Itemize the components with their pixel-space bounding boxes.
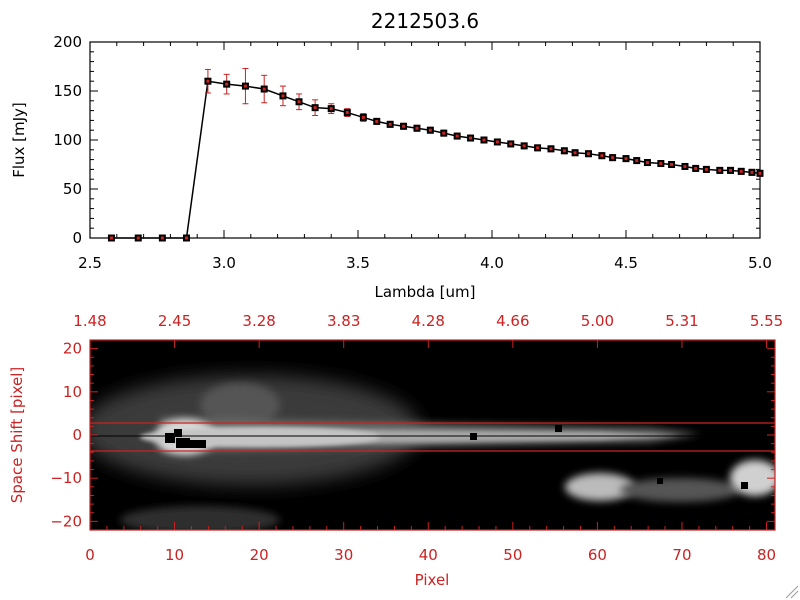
image-x-tick-label: 60 [588, 546, 607, 564]
image-x-label: Pixel [415, 571, 450, 589]
spectrum-x-tick-label: 3.0 [212, 254, 236, 272]
data-point-core [243, 84, 247, 88]
image-top-tick-label: 5.31 [665, 312, 698, 330]
spectrum-y-tick-label: 50 [63, 180, 82, 198]
chart-title: 2212503.6 [371, 9, 479, 33]
data-point-core [297, 100, 301, 104]
data-point-core [361, 115, 365, 119]
spectrum-series [107, 67, 764, 242]
data-point-core [645, 161, 649, 165]
image-top-tick-label: 4.66 [496, 312, 529, 330]
data-point-core [206, 79, 210, 83]
data-point-core [635, 159, 639, 163]
image-top-tick-label: 4.28 [412, 312, 445, 330]
data-point-core [586, 152, 590, 156]
image-x-tick-label: 50 [503, 546, 522, 564]
data-point-core [455, 134, 459, 138]
spectral-image [90, 340, 775, 530]
spectrum-y-tick-label: 200 [53, 33, 82, 51]
spectrum-y-ticks: 0 50 100 150 200 [53, 33, 760, 247]
spectrum-y-tick-label: 100 [53, 131, 82, 149]
data-point-core [136, 236, 140, 240]
image-top-tick-label: 5.00 [581, 312, 614, 330]
data-point-core [442, 131, 446, 135]
image-y-tick-label: 10 [63, 383, 82, 401]
spectrum-x-ticks: 2.5 3.0 3.5 4.0 4.5 5.0 [78, 42, 772, 272]
data-point-core [704, 167, 708, 171]
data-point-core [670, 163, 674, 166]
image-y-tick-label: −20 [50, 512, 82, 530]
data-point-core [329, 107, 333, 111]
data-point-core [562, 149, 566, 153]
image-top-tick-label: 2.45 [158, 312, 191, 330]
image-x-tick-label: 30 [334, 546, 353, 564]
data-point-core [402, 124, 406, 128]
data-point-core [313, 106, 317, 110]
data-point-core [388, 122, 392, 126]
data-point-core [536, 146, 540, 150]
data-point-core [160, 236, 164, 240]
image-x-tick-label: 0 [85, 546, 95, 564]
data-point-core [375, 119, 379, 123]
spectrum-x-tick-label: 5.0 [748, 254, 772, 272]
data-point-core [509, 142, 513, 146]
spectrum-x-tick-label: 4.0 [480, 254, 504, 272]
image-top-ticks: 1.48 2.45 3.28 3.83 4.28 4.66 5.00 5.31 5.55 [73, 312, 783, 348]
data-point-core [495, 140, 499, 144]
data-point-core [345, 111, 349, 115]
data-point-core [683, 164, 687, 168]
data-point-core [549, 147, 553, 151]
image-x-tick-label: 20 [250, 546, 269, 564]
image-y-ticks: −20 −10 0 10 20 [50, 339, 775, 531]
image-y-tick-label: −10 [50, 469, 82, 487]
data-point-core [415, 126, 419, 130]
data-point-core [624, 157, 628, 161]
image-y-label: Space Shift [pixel] [8, 367, 26, 504]
image-plot: 0 10 20 30 40 50 60 70 80 −20 −10 0 10 20 1.48 2.45 3.… [8, 312, 783, 589]
data-point-core [262, 87, 266, 91]
data-point-core [428, 128, 432, 132]
spectrum-y-tick-label: 150 [53, 82, 82, 100]
resize-grip-icon[interactable] [785, 585, 799, 599]
image-top-tick-label: 3.28 [242, 312, 275, 330]
data-point-core [184, 236, 188, 240]
data-point-core [739, 169, 743, 173]
image-y-tick-label: 20 [63, 340, 82, 358]
image-top-tick-label: 1.48 [73, 312, 106, 330]
spectrum-y-label: Flux [mJy] [10, 102, 28, 178]
image-x-tick-label: 40 [419, 546, 438, 564]
image-x-ticks: 0 10 20 30 40 50 60 70 80 [85, 522, 776, 564]
spectrum-plot: 2.5 3.0 3.5 4.0 4.5 5.0 0 50 100 150 200 Lambda [… [10, 33, 772, 301]
data-point-core [281, 94, 285, 98]
image-x-tick-label: 80 [757, 546, 776, 564]
image-y-tick-label: 0 [72, 426, 82, 444]
spectrum-y-tick-label: 0 [72, 229, 82, 247]
image-x-tick-label: 70 [672, 546, 691, 564]
data-point-core [600, 154, 604, 158]
spectrum-x-label: Lambda [um] [375, 283, 476, 301]
data-point-core [522, 144, 526, 148]
data-point-core [758, 171, 762, 175]
spectrum-x-tick-label: 3.5 [346, 254, 370, 272]
spectrum-x-tick-label: 2.5 [78, 254, 102, 272]
data-point-core [659, 162, 663, 166]
data-point-core [482, 138, 486, 142]
data-point-core [469, 136, 473, 140]
image-x-tick-label: 10 [165, 546, 184, 564]
image-top-tick-label: 5.55 [750, 312, 783, 330]
data-point-core [729, 168, 733, 172]
data-point-core [225, 82, 229, 86]
spectrum-x-tick-label: 4.5 [614, 254, 638, 272]
data-point-core [718, 168, 722, 172]
image-top-tick-label: 3.83 [327, 312, 360, 330]
spectrum-line [111, 80, 761, 239]
data-point-core [109, 236, 113, 240]
data-point-core [694, 166, 698, 170]
data-point-core [573, 151, 577, 155]
data-point-core [611, 156, 615, 160]
data-point-core [750, 170, 754, 174]
